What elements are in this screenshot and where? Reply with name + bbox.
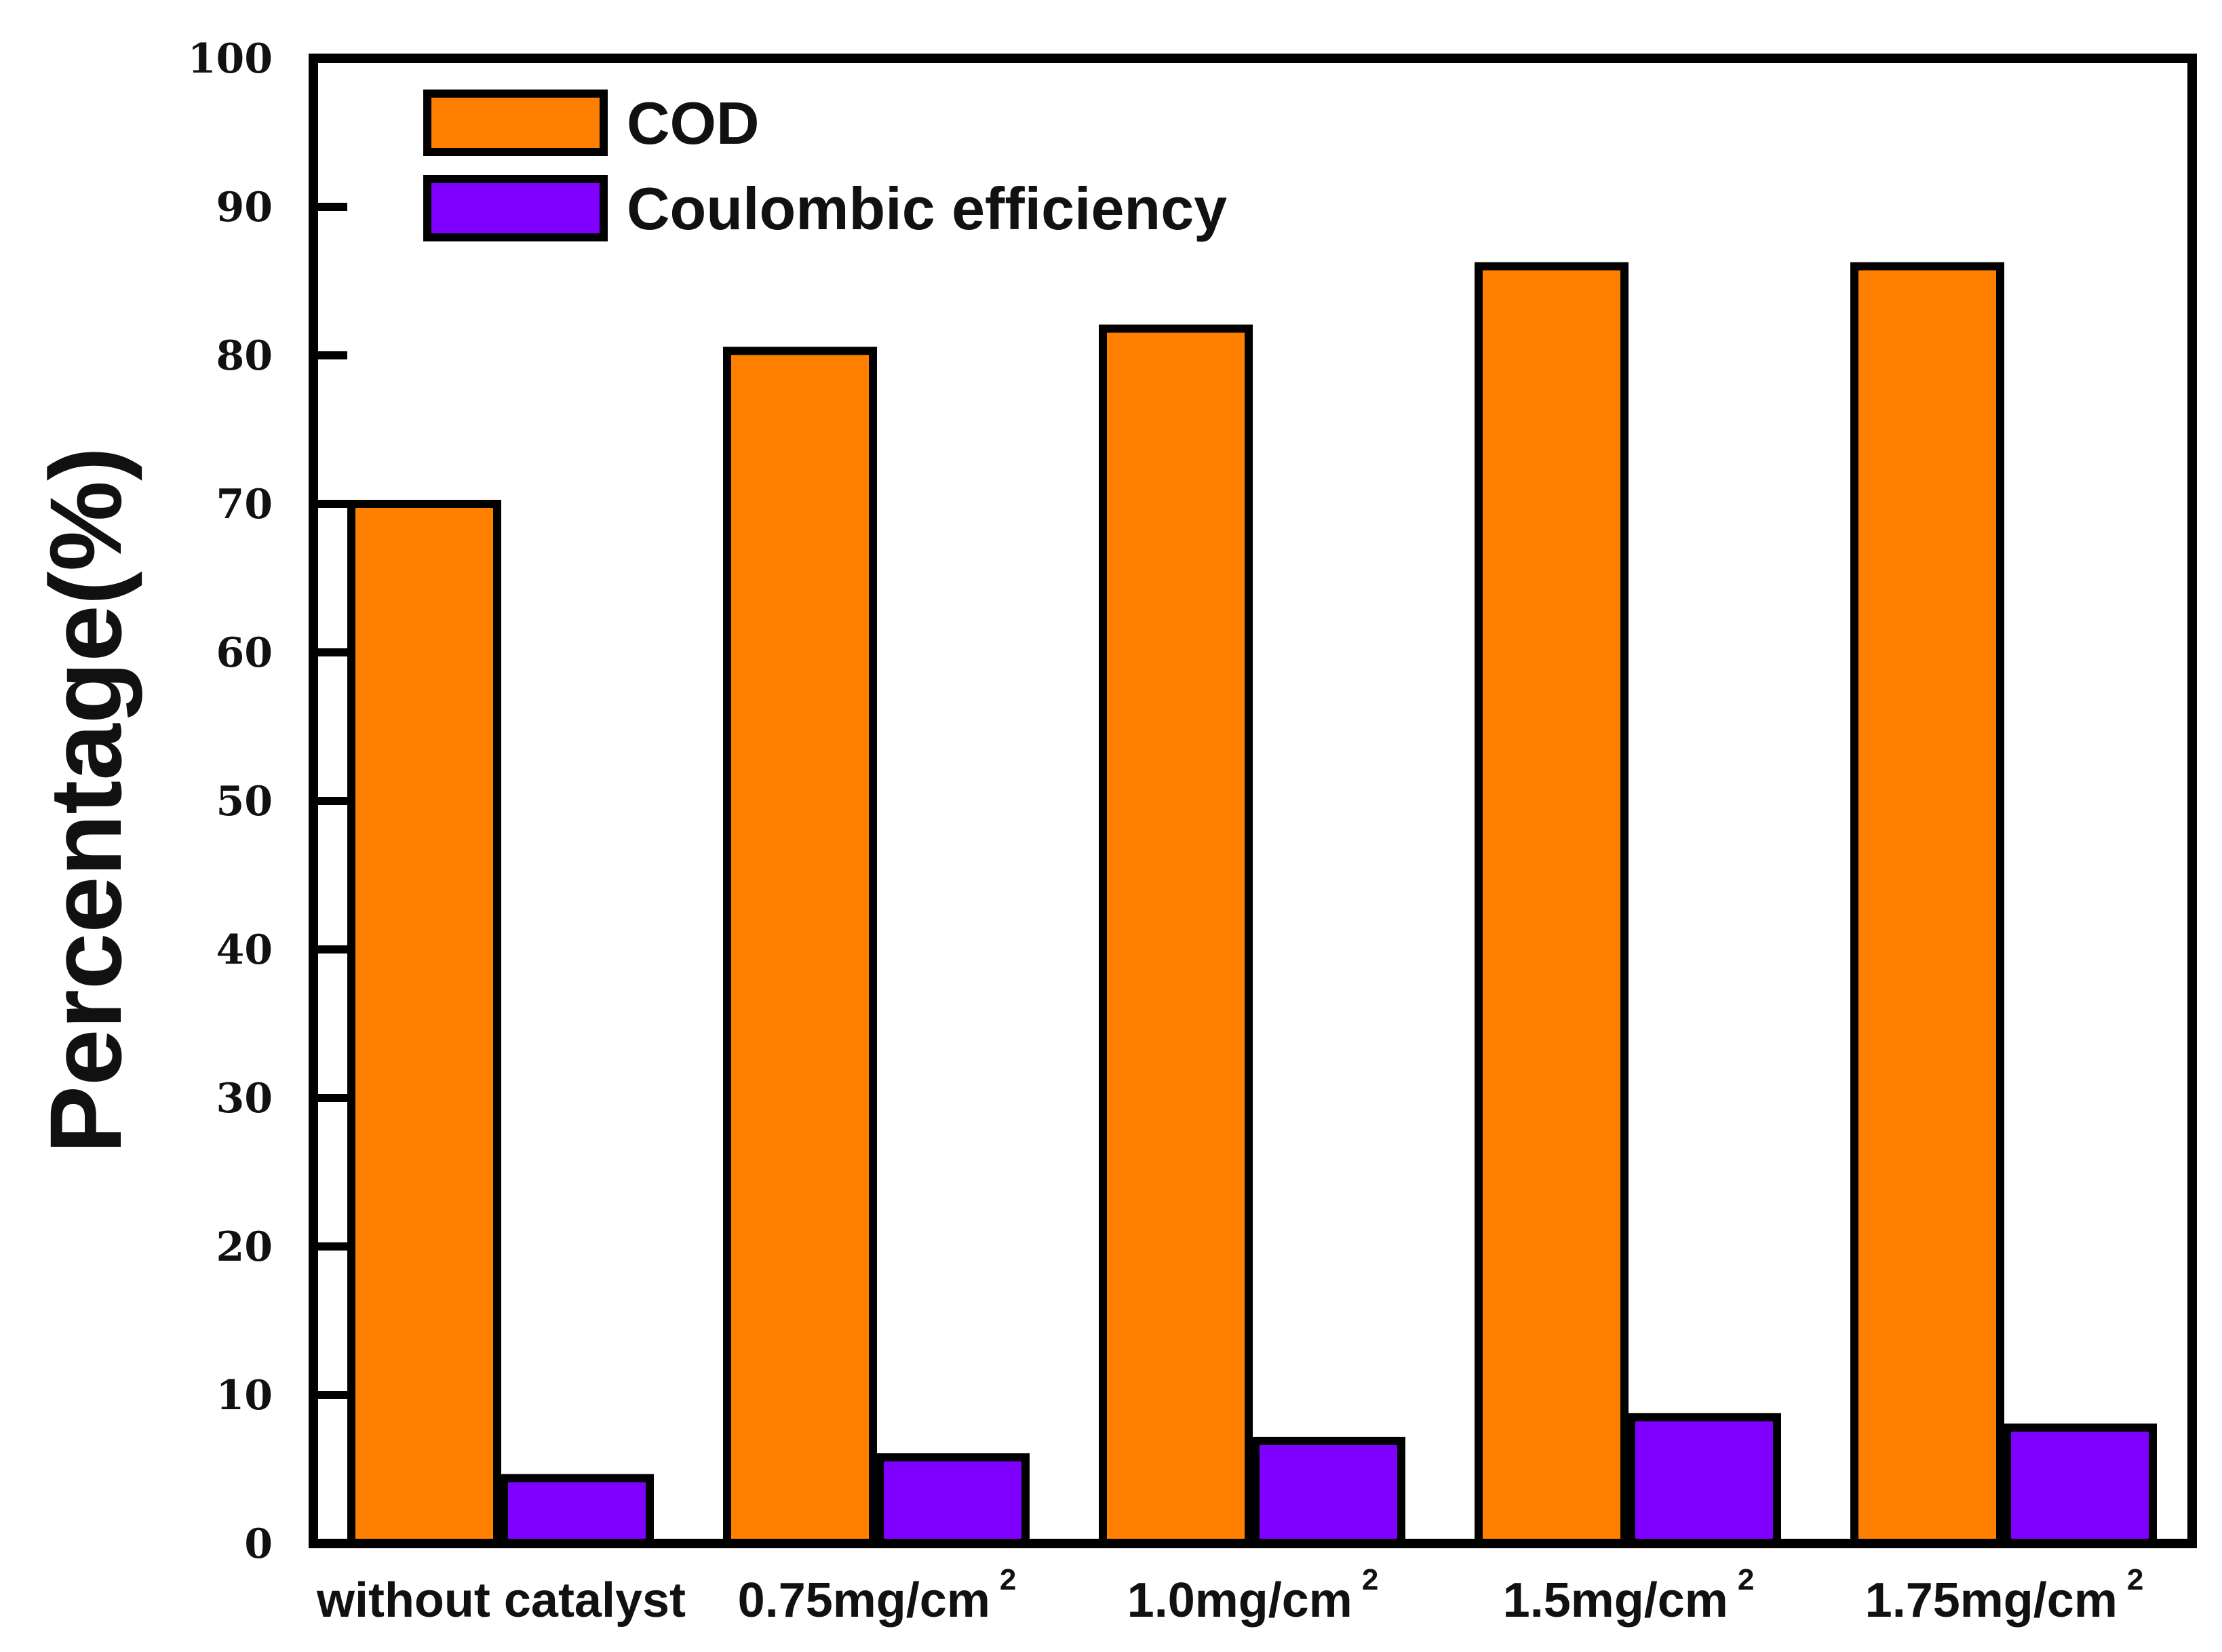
y-tick-label-20: 20: [216, 1223, 273, 1271]
y-tick-label-70: 70: [216, 481, 273, 528]
y-tick-label-100: 100: [188, 35, 273, 83]
legend-swatch-coulombic-efficiency: [423, 175, 608, 241]
y-tick-label-90: 90: [216, 184, 273, 231]
y-tick-label-10: 10: [216, 1372, 273, 1419]
bar-coulombic-efficiency-3: [1251, 1436, 1405, 1548]
bar-coulombic-efficiency-2: [876, 1453, 1030, 1548]
x-axis-labels: without catalyst 0.75mg/cm 2 1.0mg/cm 2 1.5mg…: [316, 1563, 2143, 1628]
y-axis-title: Percentage(%): [28, 447, 142, 1154]
bar-cod-2: [723, 347, 877, 1548]
y-axis: 0 10 20 30 40 50 60 70 80 90 100: [188, 35, 347, 1568]
bar-cod-3: [1099, 324, 1253, 1548]
legend-label-cod: COD: [627, 90, 760, 157]
bars-layer: [347, 262, 2157, 1548]
y-tick-label-50: 50: [216, 778, 273, 825]
x-category-label-4: 1.5mg/cm 2: [1503, 1563, 1755, 1628]
bar-cod-4: [1475, 262, 1629, 1548]
bar-coulombic-efficiency-1: [500, 1474, 654, 1548]
x-category-label-2: 0.75mg/cm 2: [738, 1563, 1017, 1628]
legend-swatch-cod: [423, 90, 608, 156]
y-tick-label-60: 60: [216, 629, 273, 677]
legend-label-coulombic-efficiency: Coulombic efficiency: [627, 175, 1227, 242]
bar-cod-5: [1850, 262, 2004, 1548]
bar-coulombic-efficiency-4: [1627, 1413, 1781, 1548]
x-category-label-1: without catalyst: [316, 1573, 686, 1628]
y-tick-label-0: 0: [244, 1520, 273, 1568]
y-tick-label-80: 80: [216, 332, 273, 380]
y-tick-label-40: 40: [216, 926, 273, 974]
y-tick-label-30: 30: [216, 1075, 273, 1122]
legend: COD Coulombic efficiency: [423, 90, 1227, 242]
x-category-label-5: 1.75mg/cm 2: [1865, 1563, 2144, 1628]
x-category-label-3: 1.0mg/cm 2: [1127, 1563, 1379, 1628]
bar-coulombic-efficiency-5: [2003, 1423, 2157, 1548]
bar-cod-1: [347, 500, 501, 1548]
